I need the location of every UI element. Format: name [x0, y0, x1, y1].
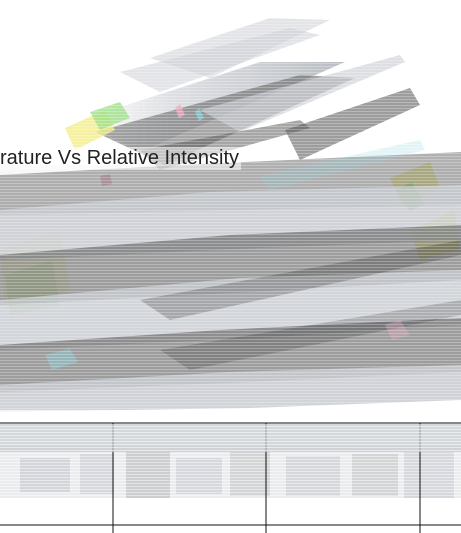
lower-band [0, 410, 461, 498]
chart-title: rature Vs Relative Intensity [0, 147, 241, 170]
table-area [0, 420, 461, 533]
table-grid [0, 422, 461, 533]
